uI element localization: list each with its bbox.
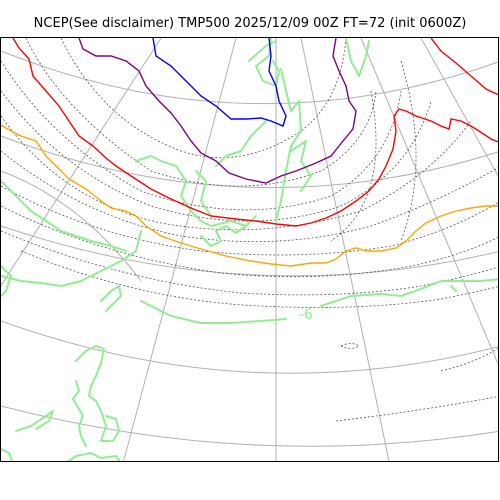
isotherm-blue: [152, 38, 287, 127]
isotherms: [1, 38, 498, 267]
map-frame: -6: [0, 37, 499, 462]
graticule: [1, 38, 498, 461]
map-title: NCEP(See disclaimer) TMP500 2025/12/09 0…: [33, 16, 467, 31]
isotherm-red-ne: [430, 38, 498, 96]
isotherm-purple: [78, 38, 357, 184]
height-contours: [1, 38, 498, 422]
isotherm-red-north: [12, 38, 498, 227]
coastlines: [1, 38, 498, 461]
contour-label: -6: [299, 307, 313, 323]
map-canvas: -6: [1, 38, 498, 461]
isotherm-orange: [1, 124, 498, 267]
